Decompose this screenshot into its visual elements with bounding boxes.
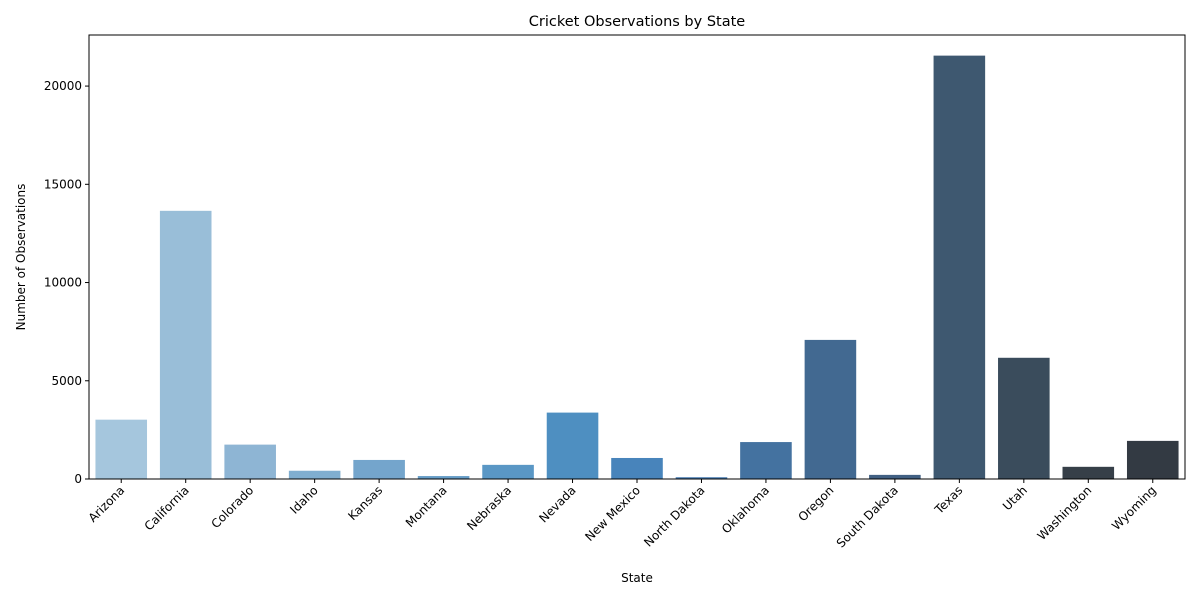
x-tick-label-nevada: Nevada — [536, 483, 578, 525]
x-tick-label-washington: Washington — [1035, 483, 1095, 543]
x-tick-label-colorado: Colorado — [208, 483, 256, 531]
bar-washington — [1062, 466, 1115, 479]
bar-north-dakota — [675, 477, 728, 479]
x-tick-label-utah: Utah — [1000, 483, 1030, 513]
bar-colorado — [224, 444, 276, 479]
x-tick-label-oregon: Oregon — [795, 483, 836, 524]
x-tick-label-idaho: Idaho — [287, 483, 321, 517]
x-tick-label-texas: Texas — [931, 483, 965, 517]
x-tick-label-oklahoma: Oklahoma — [719, 483, 772, 536]
bar-idaho — [288, 470, 341, 479]
x-tick-label-arizona: Arizona — [86, 483, 128, 525]
bar-wyoming — [1126, 440, 1179, 479]
bar-nevada — [546, 412, 599, 479]
x-tick-label-wyoming: Wyoming — [1109, 483, 1159, 533]
x-tick-label-north-dakota: North Dakota — [641, 483, 707, 549]
x-tick-label-montana: Montana — [403, 483, 450, 530]
x-tick-label-kansas: Kansas — [345, 483, 385, 523]
bar-arizona — [95, 419, 148, 479]
bar-montana — [417, 476, 470, 479]
x-tick-label-new-mexico: New Mexico — [582, 483, 643, 544]
x-tick-label-california: California — [142, 483, 192, 533]
y-axis-label: Number of Observations — [14, 184, 28, 331]
x-tick-label-south-dakota: South Dakota — [834, 483, 901, 550]
x-axis-label: State — [621, 571, 653, 585]
y-tick-label-15000: 15000 — [44, 177, 82, 191]
bar-oklahoma — [740, 442, 792, 479]
bar-texas — [933, 55, 986, 479]
bar-oregon — [804, 339, 857, 479]
bars-group — [95, 55, 1179, 480]
y-tick-label-5000: 5000 — [51, 374, 82, 388]
y-tick-label-10000: 10000 — [44, 276, 82, 290]
bar-california — [159, 210, 212, 480]
y-axis: 0 5000 10000 15000 20000 — [44, 79, 89, 486]
x-axis: Arizona California Colorado Idaho Kansas Mont… — [86, 479, 1159, 551]
y-tick-label-0: 0 — [74, 472, 82, 486]
chart-title: Cricket Observations by State — [529, 14, 745, 30]
bar-kansas — [353, 459, 405, 479]
bar-utah — [998, 357, 1050, 479]
bar-nebraska — [482, 464, 534, 479]
bar-new-mexico — [611, 457, 663, 479]
y-tick-label-20000: 20000 — [44, 79, 82, 93]
bar-south-dakota — [869, 474, 921, 479]
x-tick-label-nebraska: Nebraska — [464, 483, 514, 533]
